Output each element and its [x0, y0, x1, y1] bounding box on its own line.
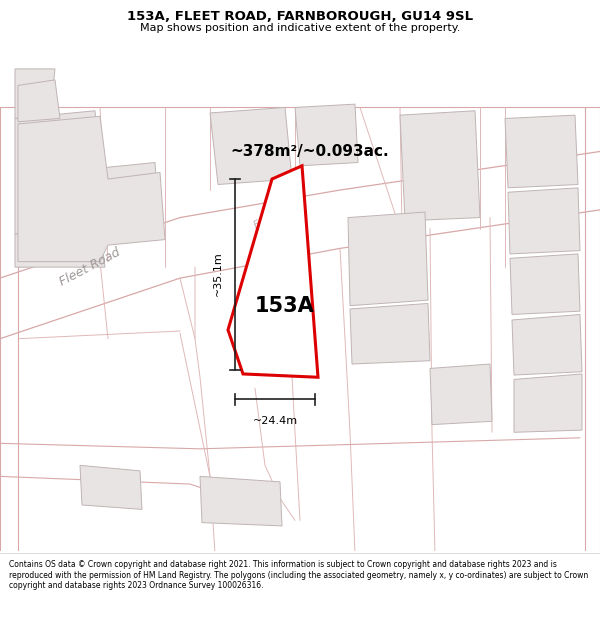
Polygon shape	[348, 212, 428, 306]
Polygon shape	[512, 314, 582, 375]
Polygon shape	[18, 80, 60, 122]
Text: 153A: 153A	[255, 296, 315, 316]
Polygon shape	[15, 229, 105, 267]
Polygon shape	[510, 254, 580, 314]
Text: Fleet Roa: Fleet Roa	[253, 198, 304, 231]
Text: Map shows position and indicative extent of the property.: Map shows position and indicative extent…	[140, 22, 460, 32]
Text: ~378m²/~0.093ac.: ~378m²/~0.093ac.	[230, 144, 389, 159]
Polygon shape	[80, 466, 142, 509]
Polygon shape	[508, 188, 580, 254]
Text: Contains OS data © Crown copyright and database right 2021. This information is : Contains OS data © Crown copyright and d…	[9, 560, 588, 590]
Polygon shape	[350, 304, 430, 364]
Text: ~35.1m: ~35.1m	[213, 251, 223, 296]
Polygon shape	[18, 116, 165, 262]
Polygon shape	[15, 111, 160, 234]
Polygon shape	[430, 364, 492, 424]
Polygon shape	[505, 115, 578, 188]
Polygon shape	[200, 476, 282, 526]
Polygon shape	[514, 374, 582, 432]
Text: ~24.4m: ~24.4m	[253, 416, 298, 426]
Text: Fleet Road: Fleet Road	[58, 246, 122, 289]
Polygon shape	[15, 69, 55, 119]
Polygon shape	[210, 107, 292, 184]
Polygon shape	[400, 111, 480, 221]
Polygon shape	[228, 166, 318, 378]
Text: 153A, FLEET ROAD, FARNBOROUGH, GU14 9SL: 153A, FLEET ROAD, FARNBOROUGH, GU14 9SL	[127, 10, 473, 23]
Polygon shape	[295, 104, 358, 166]
